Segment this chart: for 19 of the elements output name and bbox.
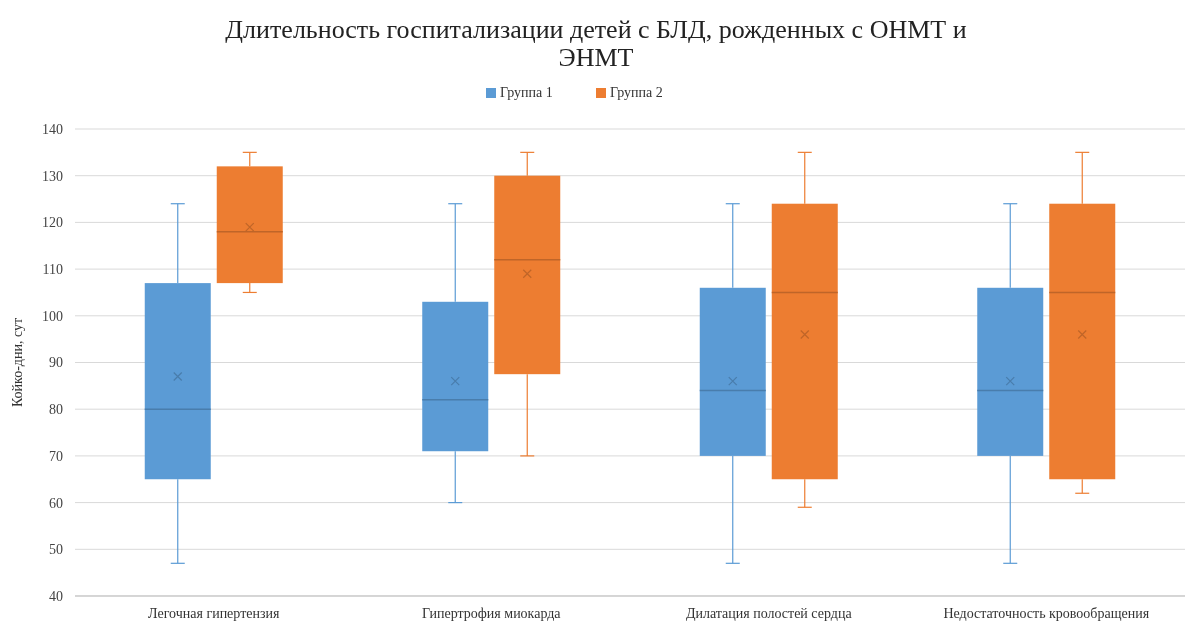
legend-label: Группа 2 (610, 85, 663, 100)
y-tick-label: 140 (42, 121, 63, 137)
y-tick-label: 110 (42, 262, 63, 277)
y-tick-label: 40 (49, 588, 63, 604)
legend-label: Группа 1 (500, 85, 553, 100)
x-tick-label: Гипертрофия миокарда (421, 606, 562, 621)
y-axis-title: Койко-дни, сут (10, 317, 25, 408)
y-tick-label: 100 (42, 308, 63, 324)
x-tick-label: Недостаточность кровообращения (943, 606, 1150, 621)
y-tick-label: 90 (49, 355, 63, 371)
y-tick-label: 130 (42, 168, 63, 184)
y-tick-label: 70 (49, 448, 63, 464)
chart-title: Длительность госпитализации детей с БЛД, рожденных с ОНМТ и ЭНМТ (225, 15, 967, 72)
x-tick-label: Дилатация полостей сердца (685, 606, 853, 621)
x-tick-label: Легочная гипертензия (148, 606, 280, 621)
y-tick-label: 80 (49, 402, 63, 418)
y-tick-label: 120 (42, 215, 63, 231)
y-tick-label: 60 (49, 495, 63, 511)
y-tick-label: 50 (49, 542, 63, 558)
